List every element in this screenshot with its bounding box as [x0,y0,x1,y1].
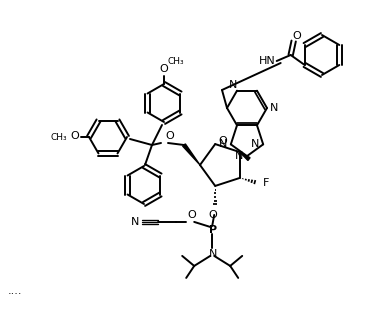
Text: O: O [71,131,79,141]
Text: N: N [229,80,237,90]
Text: N: N [235,151,243,161]
Text: O: O [219,136,228,146]
Text: CH₃: CH₃ [168,58,185,66]
Text: CH₃: CH₃ [51,132,67,141]
Polygon shape [183,144,200,165]
Text: O: O [209,210,218,220]
Text: N: N [251,139,260,149]
Text: N: N [218,139,227,149]
Text: O: O [292,31,301,41]
Text: N: N [131,217,139,227]
Text: F: F [263,178,269,188]
Text: P: P [209,225,217,235]
Text: ....: .... [8,286,22,296]
Text: N: N [270,103,278,113]
Text: O: O [166,131,174,141]
Text: N: N [209,249,217,259]
Text: O: O [160,64,168,74]
Text: O: O [188,210,196,220]
Text: HN: HN [259,56,276,66]
Polygon shape [240,152,250,161]
